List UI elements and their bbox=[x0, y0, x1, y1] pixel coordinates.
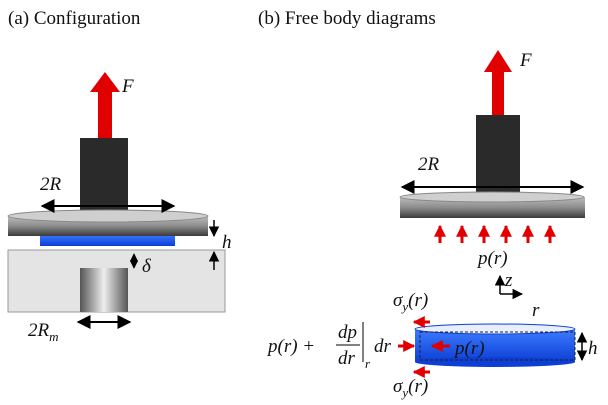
stress-bottom-label: σy(r) bbox=[393, 376, 428, 400]
stress-symbol: σ bbox=[393, 376, 403, 397]
gradient-lead: p(r) + bbox=[266, 336, 315, 357]
film bbox=[40, 234, 175, 246]
pressure-label: p(r) bbox=[476, 248, 508, 269]
stress-arrows bbox=[398, 316, 450, 378]
stress-symbol: σ bbox=[393, 290, 403, 311]
thickness-label: h bbox=[588, 338, 598, 359]
disk bbox=[400, 197, 585, 218]
force-arrow bbox=[90, 72, 120, 138]
rod bbox=[80, 138, 128, 222]
diameter-label: 2R bbox=[418, 154, 440, 175]
disk-top bbox=[7, 209, 209, 223]
stress-top-label: σy(r) bbox=[393, 290, 428, 314]
stress-sub: y bbox=[400, 299, 408, 314]
stress-arg: (r) bbox=[408, 290, 428, 311]
hole-label: 2Rm bbox=[28, 320, 59, 344]
force-label: F bbox=[121, 76, 134, 97]
inner-pressure-label: p(r) bbox=[453, 338, 485, 359]
gradient-sub: r bbox=[365, 356, 371, 371]
disk-top bbox=[399, 191, 585, 203]
hole-label-sub: m bbox=[49, 329, 58, 344]
gradient-numerator: dp bbox=[338, 322, 357, 343]
panel-a-title: (a) Configuration bbox=[8, 8, 141, 29]
panel-b-title: (b) Free body diagrams bbox=[258, 8, 436, 29]
stress-arg: (r) bbox=[408, 376, 428, 397]
thickness-label: h bbox=[222, 232, 232, 253]
gap-label: δ bbox=[142, 256, 152, 277]
element-outline bbox=[419, 331, 576, 361]
hole bbox=[80, 268, 128, 312]
hole-label-main: 2R bbox=[28, 320, 50, 341]
pressure-arrows bbox=[434, 224, 556, 243]
force-arrow bbox=[484, 50, 512, 115]
stress-sub: y bbox=[400, 385, 408, 400]
r-label: r bbox=[532, 300, 540, 321]
force-label: F bbox=[519, 50, 532, 71]
gradient-tail: dr bbox=[374, 336, 392, 357]
gradient-denominator: dr bbox=[338, 348, 356, 369]
element-bottom bbox=[415, 357, 575, 367]
z-label: z bbox=[504, 270, 513, 291]
diameter-label: 2R bbox=[40, 174, 62, 195]
rod bbox=[476, 115, 520, 197]
